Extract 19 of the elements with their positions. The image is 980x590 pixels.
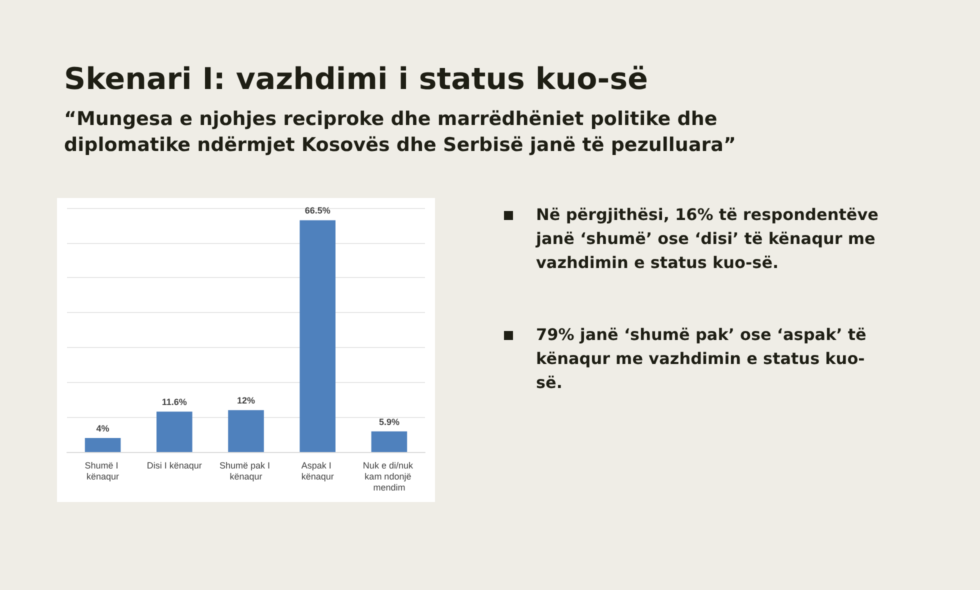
bar (300, 220, 336, 452)
data-label: 4% (96, 424, 110, 434)
bar (156, 412, 192, 452)
data-label: 12% (236, 396, 256, 406)
bar (228, 410, 264, 452)
chart-title: Skenari I: vazhdimi i status kuo-së (64, 62, 648, 97)
x-tick-label: Nuk e di/nuk kam ndonjë mendim (362, 460, 416, 492)
data-label: 66.5% (304, 206, 330, 216)
bar (84, 438, 121, 452)
text: 79% janë ‘shumë pak’ ose ‘aspak’ të kënaqur me vazhdimin e status kuo-së. (536, 325, 866, 392)
chart-subtitle: “Mungesa e njohjes reciproke dhe marrëdhëniet politike dhe diplomatike ndërmjet Kosovës dhe Serbisë janë të pezulluara” (64, 107, 737, 158)
x-tick-label: Aspak I kënaqur (301, 460, 334, 482)
data-label: 11.6% (162, 397, 187, 408)
text: Në përgjithësi, 16% të respondentëve janë ‘shumë’ ose ‘disi’ të kënaqur me vazhdimin e status kuo-së. (536, 205, 878, 272)
bar (371, 431, 408, 452)
x-tick-label: Shumë pak I kënaqur (219, 460, 273, 482)
x-tick-label: Disi I kënaqur (146, 460, 202, 470)
data-label: 5.9% (378, 416, 400, 427)
x-tick-label: Shumë I kënaqur (84, 460, 121, 482)
